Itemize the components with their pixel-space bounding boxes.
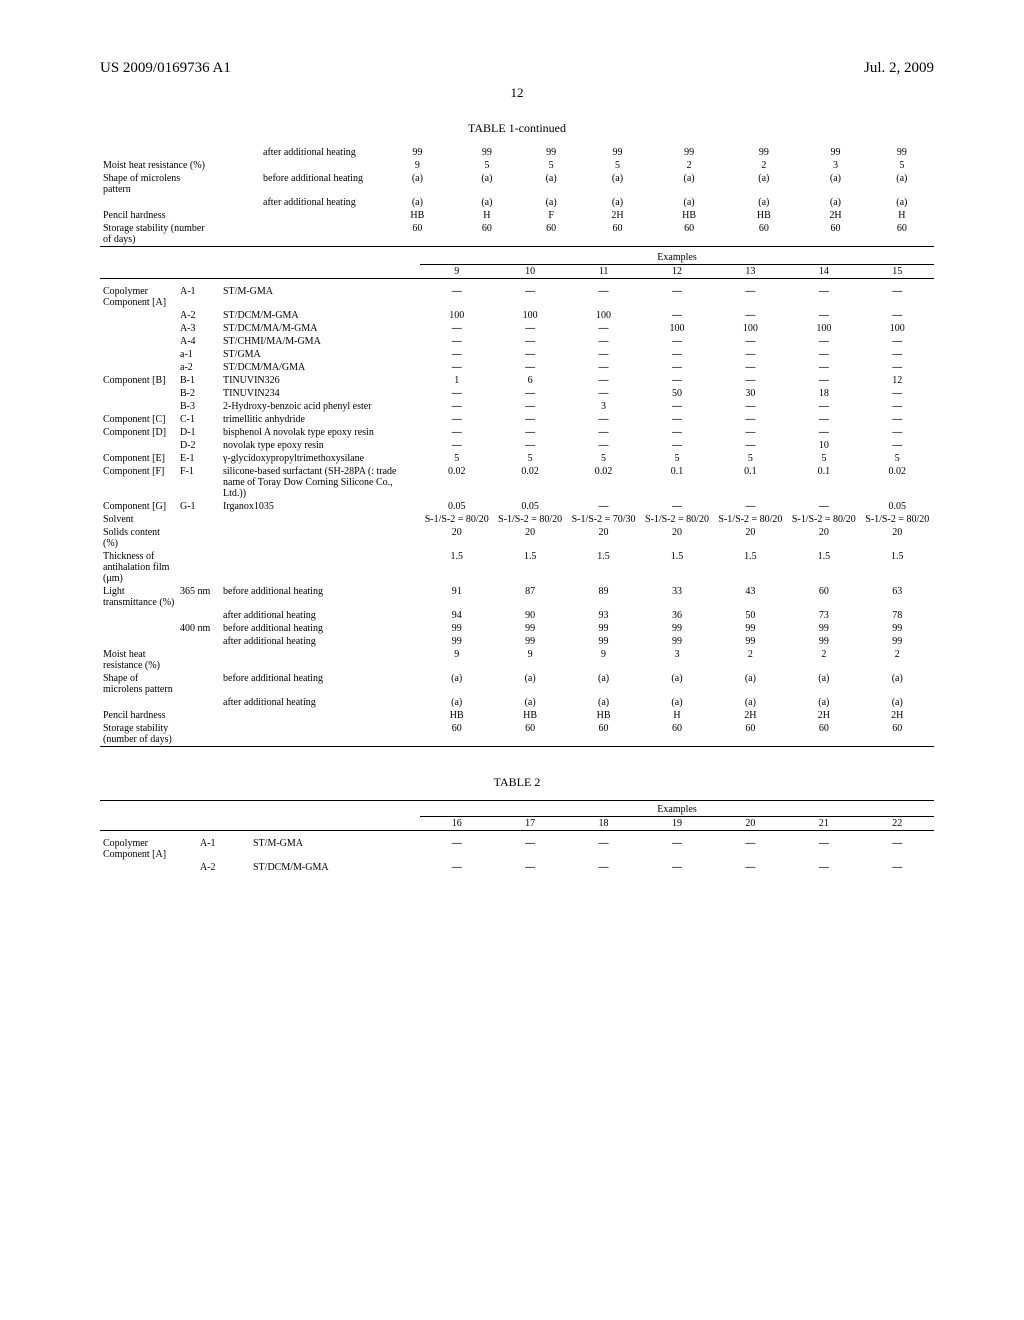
table-row: after additional heating94909336507378: [100, 609, 934, 622]
table-row: D-2novolak type epoxy resin—————10—: [100, 439, 934, 452]
table-row: Moist heat resistance (%)95552235: [100, 159, 934, 172]
table-row: Storage stability (number of days)606060…: [100, 722, 934, 747]
table-row: B-32-Hydroxy-benzoic acid phenyl ester——…: [100, 400, 934, 413]
table-row: Shape of microlens patternbefore additio…: [100, 672, 934, 696]
table-row: Copolymer Component [A]A-1ST/M-GMA——————…: [100, 285, 934, 309]
table-row: after additional heating(a)(a)(a)(a)(a)(…: [100, 696, 934, 709]
table-row: A-2ST/DCM/M-GMA100100100————: [100, 309, 934, 322]
page-header: US 2009/0169736 A1 Jul. 2, 2009: [100, 60, 934, 77]
table-row: after additional heating9999999999999999: [100, 146, 934, 159]
table-row: A-4ST/CHMI/MA/M-GMA———————: [100, 335, 934, 348]
table-row: Copolymer Component [A]A-1ST/M-GMA——————…: [100, 837, 934, 861]
table-row: Storage stability (number of days)606060…: [100, 222, 934, 247]
table-row: a-2ST/DCM/MA/GMA———————: [100, 361, 934, 374]
table-row: Component [D]D-1bisphenol A novolak type…: [100, 426, 934, 439]
table-row: Component [E]E-1γ-glycidoxypropyltrimeth…: [100, 452, 934, 465]
table-row: A-2ST/DCM/M-GMA———————: [100, 861, 934, 874]
table-row: Moist heat resistance (%)9993222: [100, 648, 934, 672]
table-row: B-2TINUVIN234———503018—: [100, 387, 934, 400]
doc-number: US 2009/0169736 A1: [100, 60, 231, 77]
table2: Examples16171819202122 Copolymer Compone…: [100, 800, 934, 874]
table-row: Component [F]F-1silicone-based surfactan…: [100, 465, 934, 500]
table-row: after additional heating99999999999999: [100, 635, 934, 648]
table-row: a-1ST/GMA———————: [100, 348, 934, 361]
table1-upper: after additional heating9999999999999999…: [100, 146, 934, 247]
table-row: Shape of microlens patternbefore additio…: [100, 172, 934, 196]
page-number: 12: [100, 85, 934, 101]
table-row: Solids content (%)20202020202020: [100, 526, 934, 550]
table-row: Component [B]B-1TINUVIN32616————12: [100, 374, 934, 387]
table-row: Pencil hardnessHBHF2HHBHB2HH: [100, 209, 934, 222]
table2-title: TABLE 2: [100, 775, 934, 790]
table-row: 400 nmbefore additional heating999999999…: [100, 622, 934, 635]
table1-title: TABLE 1-continued: [100, 121, 934, 136]
table-row: Component [G]G-1Irganox10350.050.05————0…: [100, 500, 934, 513]
table-row: Thickness of antihalation film (μm)1.51.…: [100, 550, 934, 585]
table-row: Light transmittance (%)365 nmbefore addi…: [100, 585, 934, 609]
table-row: A-3ST/DCM/MA/M-GMA———100100100100: [100, 322, 934, 335]
table-row: SolventS-1/S-2 = 80/20S-1/S-2 = 80/20S-1…: [100, 513, 934, 526]
doc-date: Jul. 2, 2009: [864, 60, 934, 77]
table-row: after additional heating(a)(a)(a)(a)(a)(…: [100, 196, 934, 209]
table1-lower: Examples9101112131415 Copolymer Componen…: [100, 251, 934, 747]
table-row: Pencil hardnessHBHBHBH2H2H2H: [100, 709, 934, 722]
table-row: Component [C]C-1trimellitic anhydride———…: [100, 413, 934, 426]
